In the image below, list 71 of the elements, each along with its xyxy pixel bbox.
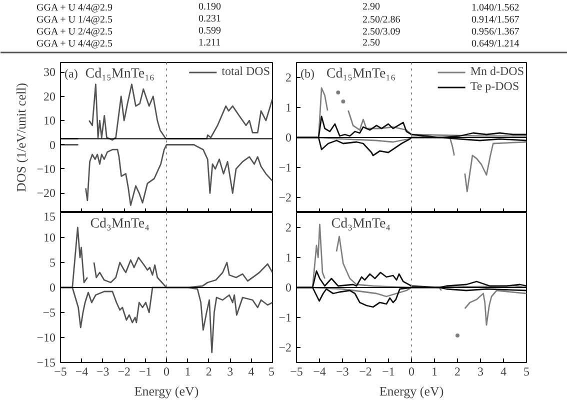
- text: 0.599: [198, 26, 221, 36]
- x-tick-label: 2: [454, 364, 460, 378]
- x-tick-label: −1: [382, 364, 395, 378]
- y-tick-label: 0: [50, 138, 56, 152]
- text: 0.231: [198, 14, 221, 24]
- y-tick-label: 2: [286, 220, 292, 234]
- y-tick-label: 15: [44, 210, 56, 224]
- y-tick-label: −10: [36, 162, 56, 176]
- x-tick-label: −2: [359, 364, 372, 378]
- y-tick-label: −5: [42, 306, 56, 320]
- y-tick-label: 30: [44, 65, 56, 80]
- y-tick-label: −15: [36, 356, 56, 370]
- y-tick-label: −2: [278, 340, 292, 354]
- x-tick-label: 2: [206, 364, 212, 378]
- x-tick-label: −4: [313, 364, 326, 378]
- text: 0.914/1.567: [472, 14, 520, 26]
- x-tick-label: −3: [336, 364, 349, 378]
- annotation: Cd₁₅MnTe₁₆: [326, 66, 396, 82]
- y-tick-label: −1: [278, 310, 292, 324]
- x-tick-label: −4: [75, 364, 88, 378]
- y-tick-label: 1: [286, 250, 292, 264]
- x-tick-label: 0: [408, 364, 414, 378]
- x-axis-title: Energy (eV): [134, 384, 199, 398]
- legend-label: Mn d-DOS: [470, 64, 524, 79]
- text: 2.90: [362, 2, 380, 12]
- x-tick-label: 4: [500, 364, 506, 378]
- x-tick-label: −3: [96, 364, 110, 378]
- legend-label: total DOS: [222, 64, 270, 79]
- x-axis-title: Energy (eV): [379, 384, 444, 398]
- x-tick-label: 3: [478, 364, 484, 378]
- y-tick-label: 0: [286, 280, 292, 294]
- y-tick-label: −10: [36, 330, 56, 344]
- text: 2.50: [362, 38, 380, 48]
- y-tick-label: 20: [44, 89, 56, 104]
- y-tick-label: 0: [50, 280, 56, 294]
- annotation: Cd₃MnTe₄: [331, 216, 391, 232]
- x-tick-label: −1: [138, 364, 152, 378]
- x-tick-label: 1: [432, 364, 438, 378]
- text: GGA + U 2/4@2.5: [36, 26, 112, 38]
- y-tick-label: 5: [50, 256, 56, 270]
- x-tick-label: 0: [164, 364, 170, 378]
- annotation: (a): [64, 66, 78, 80]
- legend-label: Te p-DOS: [470, 79, 520, 94]
- annotation: (b): [300, 66, 314, 80]
- y-tick-label: 1: [286, 100, 292, 114]
- y-tick-label: 10: [44, 114, 56, 128]
- text: GGA + U 4/4@2.9: [36, 2, 112, 14]
- annotation: Cd₁₅MnTe₁₆: [85, 66, 155, 82]
- x-tick-label: 5: [524, 364, 530, 378]
- x-tick-label: 3: [227, 364, 234, 378]
- x-tick-label: 1: [184, 364, 191, 378]
- text: 0.649/1.214: [472, 38, 520, 50]
- y-tick-label: −1: [278, 160, 292, 174]
- y-tick-label: 2: [286, 70, 292, 84]
- text: 1.040/1.562: [472, 2, 520, 14]
- y-axis-title: DOS (1/eV/unit cell): [14, 82, 29, 192]
- x-tick-label: −2: [118, 364, 130, 378]
- text: 2.50/2.86: [362, 14, 400, 26]
- x-tick-label: 5: [268, 364, 274, 378]
- y-tick-label: 0: [286, 130, 292, 144]
- annotation: Cd₃MnTe₄: [90, 216, 150, 232]
- x-tick-label: 4: [248, 364, 254, 378]
- text: 1.211: [198, 38, 221, 48]
- text: 2.50/3.09: [362, 26, 400, 38]
- y-tick-label: 10: [44, 230, 56, 244]
- text: 0.956/1.367: [472, 26, 520, 38]
- text: 0.190: [198, 2, 221, 12]
- y-tick-label: −20: [36, 186, 56, 200]
- text: GGA + U 4/4@2.5: [36, 38, 112, 50]
- y-tick-label: −2: [278, 190, 292, 204]
- text: GGA + U 1/4@2.5: [36, 14, 112, 26]
